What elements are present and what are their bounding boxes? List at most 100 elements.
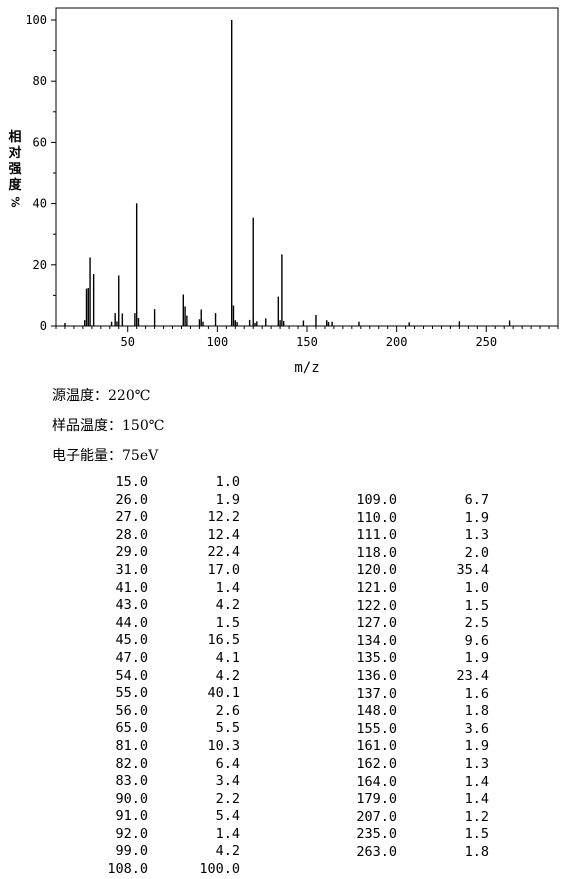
x-tick-label: 50 <box>120 335 134 349</box>
table-row: 82.0 6.4 <box>102 756 240 774</box>
mz-value: 28.0 <box>115 526 148 543</box>
mz-value: 15.0 <box>115 474 148 490</box>
table-row: 54.0 4.2 <box>102 668 240 686</box>
table-row: 263.0 1.8 <box>351 844 489 862</box>
y-tick-label: 20 <box>33 258 47 272</box>
y-axis-label-char: 度 <box>8 178 22 193</box>
abundance-value: 3.4 <box>215 773 240 790</box>
y-tick-label: 60 <box>33 135 47 149</box>
mz-value: 155.0 <box>356 720 397 737</box>
y-axis-ticks: 0 20 40 60 80 100 <box>25 13 56 333</box>
abundance-value: 1.4 <box>464 773 489 790</box>
table-row: 162.0 1.3 <box>351 756 489 774</box>
mz-value: 82.0 <box>115 755 148 772</box>
table-row: 148.0 1.8 <box>351 703 489 721</box>
abundance-value: 35.4 <box>456 562 489 579</box>
y-tick-label: 80 <box>33 74 47 88</box>
abundance-value: 1.9 <box>215 491 240 508</box>
mz-value: 179.0 <box>356 791 397 808</box>
abundance-value: 17.0 <box>207 561 240 578</box>
table-row: 121.0 1.0 <box>351 580 489 598</box>
peak-bars <box>64 20 511 326</box>
table-row: 92.0 1.4 <box>102 826 240 844</box>
table-row: 99.0 4.2 <box>102 843 240 861</box>
abundance-value: 1.2 <box>464 808 489 825</box>
mz-value: 41.0 <box>115 579 148 596</box>
abundance-value: 1.8 <box>464 703 489 720</box>
table-row: 29.0 22.4 <box>102 544 240 562</box>
abundance-value: 1.5 <box>464 826 489 843</box>
mz-value: 120.0 <box>356 562 397 579</box>
mz-value: 81.0 <box>115 737 148 754</box>
abundance-value: 4.1 <box>215 649 240 666</box>
mz-value: 43.0 <box>115 597 148 614</box>
abundance-value: 12.4 <box>207 526 240 543</box>
mz-value: 122.0 <box>356 597 397 614</box>
table-row: 155.0 3.6 <box>351 721 489 739</box>
table-row: 28.0 12.4 <box>102 527 240 545</box>
abundance-value: 1.6 <box>464 685 489 702</box>
abundance-value: 1.4 <box>215 579 240 596</box>
table-row: 134.0 9.6 <box>351 633 489 651</box>
mz-value: 148.0 <box>356 703 397 720</box>
mz-value: 136.0 <box>356 667 397 684</box>
table-row: 111.0 1.3 <box>351 527 489 545</box>
mz-value: 47.0 <box>115 649 148 666</box>
electron-energy: 电子能量：75eV <box>52 448 159 464</box>
mz-value: 110.0 <box>356 509 397 526</box>
mz-value: 27.0 <box>115 509 148 526</box>
table-row: 118.0 2.0 <box>351 545 489 563</box>
mz-value: 56.0 <box>115 702 148 719</box>
mz-value: 207.0 <box>356 808 397 825</box>
mz-value: 263.0 <box>356 843 397 860</box>
table-row: 15.0 1.0 <box>102 474 240 492</box>
abundance-value: 1.0 <box>464 579 489 596</box>
table-row: 136.0 23.4 <box>351 668 489 686</box>
abundance-value: 5.5 <box>215 720 240 737</box>
table-row: 43.0 4.2 <box>102 597 240 615</box>
table-row: 235.0 1.5 <box>351 826 489 844</box>
abundance-value: 9.6 <box>464 632 489 649</box>
y-tick-label: 40 <box>33 197 47 211</box>
y-axis-label-char: 强 <box>8 162 22 177</box>
mz-value: 137.0 <box>356 685 397 702</box>
table-row: 108.0 100.0 <box>102 861 240 879</box>
abundance-value: 1.0 <box>215 474 240 490</box>
abundance-value: 4.2 <box>215 843 240 860</box>
abundance-value: 10.3 <box>207 737 240 754</box>
abundance-value: 2.6 <box>215 702 240 719</box>
x-tick-label: 150 <box>296 335 318 349</box>
x-tick-label: 200 <box>386 335 408 349</box>
mz-value: 135.0 <box>356 650 397 667</box>
abundance-value: 1.9 <box>464 650 489 667</box>
y-axis-label-char: 对 <box>8 146 22 161</box>
table-row: 91.0 5.4 <box>102 808 240 826</box>
abundance-value: 1.9 <box>464 509 489 526</box>
x-axis-label: m/z <box>294 360 319 376</box>
mz-value: 162.0 <box>356 755 397 772</box>
table-row: 81.0 10.3 <box>102 738 240 756</box>
abundance-value: 100.0 <box>199 861 240 878</box>
abundance-value: 40.1 <box>207 685 240 702</box>
abundance-value: 1.5 <box>215 614 240 631</box>
mz-value: 109.0 <box>356 492 397 508</box>
table-row: 83.0 3.4 <box>102 773 240 791</box>
mz-value: 92.0 <box>115 825 148 842</box>
table-row: 44.0 1.5 <box>102 615 240 633</box>
table-row: 31.0 17.0 <box>102 562 240 580</box>
mz-value: 108.0 <box>107 861 148 878</box>
abundance-value: 2.2 <box>215 790 240 807</box>
abundance-value: 2.0 <box>464 544 489 561</box>
mz-value: 91.0 <box>115 808 148 825</box>
abundance-value: 1.3 <box>464 527 489 544</box>
table-row: 137.0 1.6 <box>351 686 489 704</box>
abundance-value: 2.5 <box>464 615 489 632</box>
abundance-value: 1.4 <box>464 791 489 808</box>
table-row: 122.0 1.5 <box>351 598 489 616</box>
mz-value: 127.0 <box>356 615 397 632</box>
mass-spectrum-chart: 0 20 40 60 80 100 50 100 150 200 250 m/z <box>25 7 559 376</box>
table-row: 161.0 1.9 <box>351 738 489 756</box>
y-axis-unit: % <box>9 196 22 208</box>
sample-temperature: 样品温度：150℃ <box>52 418 165 434</box>
table-row: 41.0 1.4 <box>102 580 240 598</box>
